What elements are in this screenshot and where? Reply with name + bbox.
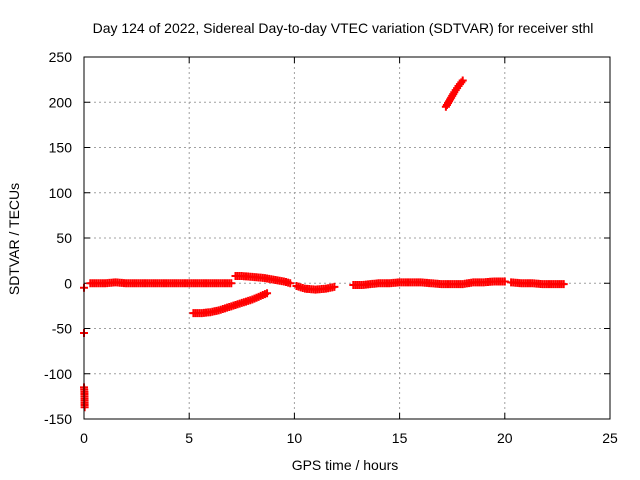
- grid: [84, 57, 610, 419]
- chart-title: Day 124 of 2022, Sidereal Day-to-day VTE…: [93, 20, 594, 36]
- plot-frame: [83, 56, 611, 420]
- y-tick-label: 50: [56, 230, 72, 246]
- x-tick-label: 15: [392, 430, 408, 446]
- ticks: 0 5 10 15 20 25 -150 -100 -50 0 50 100 150 200 250: [44, 49, 618, 446]
- y-tick-label: 0: [64, 275, 72, 291]
- data-point: [330, 282, 339, 291]
- data-point: [263, 289, 272, 298]
- y-tick-label: 200: [49, 94, 73, 110]
- data-point: [80, 403, 89, 412]
- x-tick-label: 0: [80, 430, 88, 446]
- y-axis-label: SDTVAR / TECUs: [6, 183, 22, 295]
- data-point: [458, 76, 467, 85]
- x-tick-label: 25: [602, 430, 618, 446]
- y-tick-label: -150: [44, 411, 72, 427]
- data-point: [227, 279, 236, 288]
- data-points: [80, 76, 568, 412]
- y-tick-label: -50: [52, 321, 72, 337]
- y-tick-label: 250: [49, 49, 73, 65]
- x-tick-label: 5: [185, 430, 193, 446]
- y-tick-label: 150: [49, 140, 73, 156]
- data-point: [286, 279, 295, 288]
- data-point: [559, 280, 568, 289]
- y-tick-label: -100: [44, 366, 72, 382]
- y-tick-label: 100: [49, 185, 73, 201]
- x-tick-label: 20: [497, 430, 513, 446]
- x-axis-label: GPS time / hours: [292, 457, 399, 473]
- x-tick-label: 10: [287, 430, 303, 446]
